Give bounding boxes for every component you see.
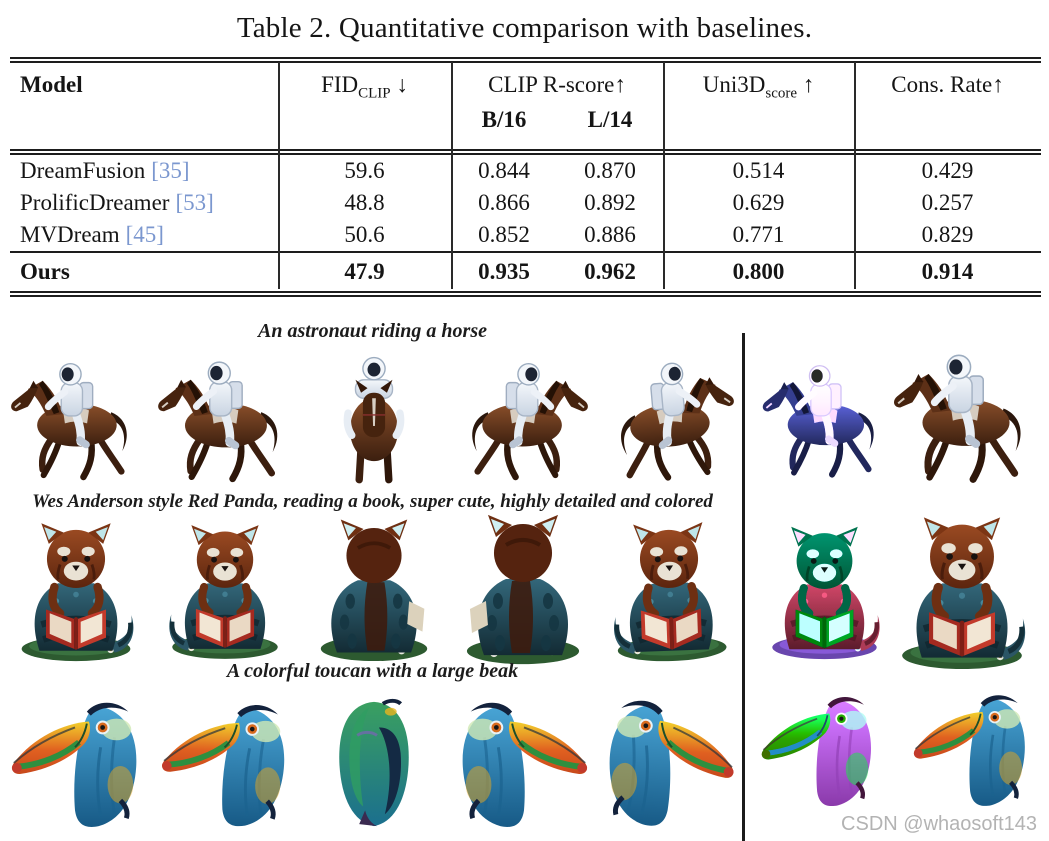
clip-b16-value: 0.866 [478, 190, 530, 215]
uni3d-value: 0.514 [732, 158, 785, 183]
table-rule-header [10, 149, 1041, 155]
col-header-cons-rate: Cons. Rate↑ [891, 72, 1004, 97]
render-toucan-view-2 [151, 687, 299, 837]
uni3d-value: 0.771 [732, 222, 785, 247]
col-subheader-l14: L/14 [587, 107, 633, 132]
render-toucan-view-4 [449, 687, 597, 837]
citation-link[interactable]: [53] [175, 190, 214, 215]
cons-rate-value: 0.914 [921, 259, 974, 284]
fid-value: 50.6 [344, 222, 385, 247]
col-header-model: Model [20, 72, 83, 97]
table-rule-top [10, 57, 1041, 63]
render-astronaut-textured [884, 333, 1046, 490]
cons-rate-value: 0.257 [921, 190, 974, 215]
table-rule-bottom [10, 291, 1041, 297]
clip-l14-value: 0.870 [584, 158, 636, 183]
clip-l14-value: 0.886 [584, 222, 636, 247]
render-astronaut-view-5 [596, 340, 744, 490]
col-header-uni3d: Uni3Dscore ↑ [702, 72, 815, 102]
citation-link[interactable]: [35] [151, 158, 190, 183]
fid-value: 47.9 [344, 259, 385, 284]
table-row-ours: Ours 47.9 0.935 0.962 0.800 0.914 [10, 253, 1041, 291]
table-body: DreamFusion [35] 59.6 0.844 0.870 0.514 0… [10, 155, 1041, 291]
fid-value: 59.6 [344, 158, 385, 183]
clip-l14-value: 0.892 [584, 190, 636, 215]
clip-b16-value: 0.935 [478, 259, 530, 284]
render-astronaut-view-4 [449, 340, 597, 490]
cons-rate-value: 0.829 [921, 222, 974, 247]
fid-value: 48.8 [344, 190, 385, 215]
render-panda-view-3 [300, 510, 448, 662]
render-toucan-view-5 [596, 687, 744, 837]
comparison-table: Model FIDCLIP ↓ CLIP R-score↑ B/16 L/14 … [10, 57, 1041, 297]
render-toucan-view-3 [300, 687, 448, 837]
table-column-rule [663, 62, 665, 289]
render-toucan-view-1 [2, 687, 150, 837]
clip-l14-value: 0.962 [584, 259, 636, 284]
render-astronaut-view-1 [2, 340, 150, 490]
render-astronaut-view-3 [300, 338, 448, 490]
table-column-rule [854, 62, 856, 289]
table-row-prolificdreamer: ProlificDreamer [53] 48.8 0.866 0.892 0.6… [10, 187, 1041, 219]
table-row-mvdream: MVDream [45] 50.6 0.852 0.886 0.771 0.829 [10, 219, 1041, 251]
prompt-caption-red-panda: Wes Anderson style Red Panda, reading a … [32, 491, 713, 512]
uni3d-value: 0.800 [732, 259, 785, 284]
render-panda-normal-map [757, 508, 892, 668]
col-subheader-b16: B/16 [481, 107, 527, 132]
model-name-cell: MVDream [45] [20, 222, 164, 247]
prompt-caption-toucan: A colorful toucan with a large beak [226, 660, 519, 682]
watermark: CSDN @whaosoft143 [841, 813, 1037, 835]
cons-rate-value: 0.429 [921, 158, 974, 183]
render-astronaut-view-2 [151, 340, 299, 490]
table-rule-ours [10, 251, 1041, 253]
citation-link[interactable]: [45] [125, 222, 164, 247]
clip-b16-value: 0.844 [478, 158, 530, 183]
down-arrow-icon: ↓ [396, 72, 408, 97]
model-name-cell: Ours [20, 259, 70, 284]
table-row-dreamfusion: DreamFusion [35] 59.6 0.844 0.870 0.514 0… [10, 155, 1041, 187]
uni3d-value: 0.629 [732, 190, 785, 215]
render-toucan-textured [893, 682, 1049, 814]
figure-group-divider [742, 333, 745, 841]
model-name-cell: DreamFusion [35] [20, 158, 190, 183]
render-panda-view-5 [596, 512, 744, 662]
render-panda-view-1 [2, 512, 150, 662]
render-astronaut-normal-map [754, 340, 896, 490]
prompt-caption-astronaut: An astronaut riding a horse [258, 320, 487, 342]
table-caption: Table 2. Quantitative comparison with ba… [236, 12, 813, 44]
table-header: Model FIDCLIP ↓ CLIP R-score↑ B/16 L/14 … [10, 63, 1041, 149]
model-name-cell: ProlificDreamer [53] [20, 190, 214, 215]
col-header-fid-clip: FIDCLIP ↓ [321, 72, 408, 102]
up-arrow-icon: ↑ [802, 72, 815, 97]
col-header-clip-rscore: CLIP R-score↑ B/16 L/14 [451, 72, 663, 133]
clip-b16-value: 0.852 [478, 222, 530, 247]
table-column-rule [278, 62, 280, 289]
table-column-rule [451, 62, 453, 289]
render-panda-view-2 [151, 512, 299, 662]
render-panda-view-4 [449, 508, 597, 662]
render-panda-textured [878, 505, 1046, 670]
render-toucan-normal-map [748, 684, 888, 814]
